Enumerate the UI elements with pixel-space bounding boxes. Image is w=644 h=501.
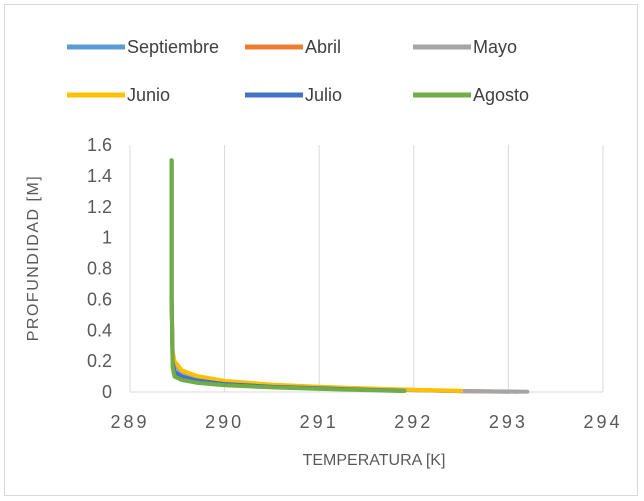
chart-frame: Septiembre Abril Mayo Junio Julio Agosto 289 2… [4, 4, 638, 496]
x-tick-label: 292 [394, 412, 433, 432]
legend-label: Abril [305, 37, 341, 57]
y-tick-label: 0.6 [87, 289, 112, 309]
y-tick-label: 0.8 [87, 259, 112, 279]
x-tick-label: 289 [110, 412, 149, 432]
series-line-junio [169, 158, 464, 393]
grid [129, 145, 604, 393]
y-tick-label: 0.2 [87, 351, 112, 371]
y-tick-label: 1.4 [87, 166, 112, 186]
y-tick-label: 1.6 [87, 135, 112, 155]
legend: Septiembre Abril Mayo Junio Julio Agosto [67, 37, 529, 105]
legend-label: Junio [127, 85, 170, 105]
x-tick-label: 291 [300, 412, 339, 432]
y-tick-label: 1 [102, 228, 112, 248]
legend-label: Mayo [473, 37, 517, 57]
series-lines [169, 158, 530, 394]
series-line-agosto [169, 158, 407, 394]
y-tick-label: 0.4 [87, 320, 112, 340]
series-line-septiembre [169, 158, 511, 394]
x-tick-label: 293 [489, 412, 528, 432]
legend-label: Agosto [473, 85, 529, 105]
x-tick-label: 294 [583, 412, 622, 432]
legend-label: Septiembre [127, 37, 219, 57]
x-axis-title: TEMPERATURA [K] [303, 452, 446, 469]
tick-labels: 289 290 291 292 293 294 0 0.2 0.4 0.6 0.8 1 1.2 1.4 1.… [87, 135, 622, 432]
y-axis-title: PROFUNDIDAD [M] [25, 175, 42, 342]
legend-label: Julio [305, 85, 342, 105]
x-tick-label: 290 [205, 412, 244, 432]
series-line-julio [169, 158, 407, 393]
y-tick-label: 0 [102, 382, 112, 402]
y-tick-label: 1.2 [87, 197, 112, 217]
series-line-abril [169, 158, 520, 394]
